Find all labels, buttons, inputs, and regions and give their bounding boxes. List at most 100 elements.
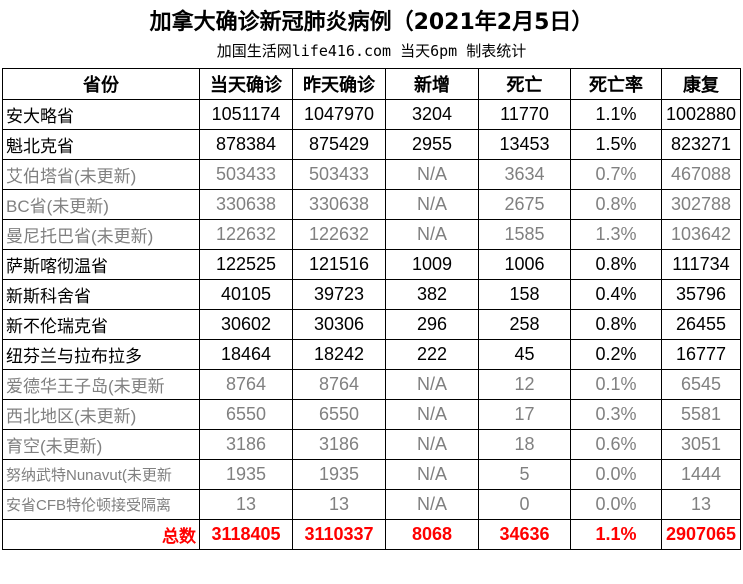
- column-header: 新增: [385, 68, 479, 100]
- row-label: 努纳武特Nunavut(未更新: [2, 459, 200, 490]
- row-label: 新不伦瑞克省: [2, 309, 200, 340]
- data-table: 省份 当天确诊 昨天确诊 新增 死亡 死亡率 康复 安大略省 1051174 1047970 32…: [2, 68, 741, 550]
- cell: 1444: [661, 459, 741, 490]
- cell: 34636: [478, 519, 571, 550]
- table-row: 艾伯塔省(未更新) 503433 503433 N/A 3634 0.7% 467088: [2, 159, 741, 190]
- cell: 3186: [292, 429, 386, 460]
- cell: 1002880: [661, 99, 741, 130]
- cell: 11770: [478, 99, 571, 130]
- cell: 0.8%: [570, 189, 662, 220]
- cell: 3110337: [292, 519, 386, 550]
- table-row: 安大略省 1051174 1047970 3204 11770 1.1% 1002880: [2, 99, 741, 130]
- cell: 122632: [292, 219, 386, 250]
- table-row: 纽芬兰与拉布拉多 18464 18242 222 45 0.2% 16777: [2, 339, 741, 370]
- cell: 18242: [292, 339, 386, 370]
- row-label: 安大略省: [2, 99, 200, 130]
- cell: 0.1%: [570, 369, 662, 400]
- cell: 13: [199, 489, 293, 520]
- cell: 296: [385, 309, 479, 340]
- cell: 5581: [661, 399, 741, 430]
- row-label: 萨斯喀彻温省: [2, 249, 200, 280]
- cell: 222: [385, 339, 479, 370]
- cell: 1585: [478, 219, 571, 250]
- column-header: 省份: [2, 68, 200, 100]
- cell: 823271: [661, 129, 741, 160]
- cell: 0.4%: [570, 279, 662, 310]
- cell: N/A: [385, 369, 479, 400]
- cell: 6545: [661, 369, 741, 400]
- cell: 103642: [661, 219, 741, 250]
- cell: 1.1%: [570, 99, 662, 130]
- column-header: 死亡: [478, 68, 571, 100]
- subtitle: 加国生活网life416.com 当天6pm 制表统计: [216, 42, 527, 60]
- cell: 0.7%: [570, 159, 662, 190]
- row-label: 西北地区(未更新): [2, 399, 200, 430]
- cell: 3634: [478, 159, 571, 190]
- cell: 0.6%: [570, 429, 662, 460]
- row-label: 爱德华王子岛(未更新: [2, 369, 200, 400]
- table-row: 新不伦瑞克省 30602 30306 296 258 0.8% 26455: [2, 309, 741, 340]
- cell: 121516: [292, 249, 386, 280]
- total-row: 总数 3118405 3110337 8068 34636 1.1% 2907065: [2, 519, 741, 550]
- cell: 330638: [199, 189, 293, 220]
- cell: N/A: [385, 159, 479, 190]
- cell: 40105: [199, 279, 293, 310]
- cell: N/A: [385, 399, 479, 430]
- cell: 2907065: [661, 519, 741, 550]
- cell: 503433: [292, 159, 386, 190]
- cell: 5: [478, 459, 571, 490]
- table-row: 努纳武特Nunavut(未更新 1935 1935 N/A 5 0.0% 1444: [2, 459, 741, 490]
- cell: N/A: [385, 489, 479, 520]
- cell: 45: [478, 339, 571, 370]
- cell: 13453: [478, 129, 571, 160]
- table-row: 新斯科舍省 40105 39723 382 158 0.4% 35796: [2, 279, 741, 310]
- table-row: 魁北克省 878384 875429 2955 13453 1.5% 823271: [2, 129, 741, 160]
- cell: 1009: [385, 249, 479, 280]
- cell: 111734: [661, 249, 741, 280]
- column-header: 昨天确诊: [292, 68, 386, 100]
- table-row: 萨斯喀彻温省 122525 121516 1009 1006 0.8% 111734: [2, 249, 741, 280]
- cell: 12: [478, 369, 571, 400]
- row-label: BC省(未更新): [2, 189, 200, 220]
- table-row: 曼尼托巴省(未更新) 122632 122632 N/A 1585 1.3% 103642: [2, 219, 741, 250]
- cell: 2675: [478, 189, 571, 220]
- cell: 467088: [661, 159, 741, 190]
- cell: 18: [478, 429, 571, 460]
- cell: 13: [661, 489, 741, 520]
- cell: 503433: [199, 159, 293, 190]
- cell: 6550: [292, 399, 386, 430]
- cell: 1.1%: [570, 519, 662, 550]
- cell: 16777: [661, 339, 741, 370]
- cell: 1006: [478, 249, 571, 280]
- cell: 1.3%: [570, 219, 662, 250]
- cell: 0.8%: [570, 249, 662, 280]
- cell: 330638: [292, 189, 386, 220]
- row-label: 新斯科舍省: [2, 279, 200, 310]
- row-label: 魁北克省: [2, 129, 200, 160]
- title: 加拿大确诊新冠肺炎病例（2021年2月5日）: [149, 10, 594, 35]
- cell: 3118405: [199, 519, 293, 550]
- row-label: 曼尼托巴省(未更新): [2, 219, 200, 250]
- cell: 8764: [292, 369, 386, 400]
- cell: N/A: [385, 189, 479, 220]
- cell: 878384: [199, 129, 293, 160]
- row-label: 安省CFB特伦顿接受隔离: [2, 489, 200, 520]
- cell: 0.8%: [570, 309, 662, 340]
- cell: 18464: [199, 339, 293, 370]
- cell: 3186: [199, 429, 293, 460]
- cell: 122525: [199, 249, 293, 280]
- cell: 1.5%: [570, 129, 662, 160]
- row-label: 纽芬兰与拉布拉多: [2, 339, 200, 370]
- table-row: 安省CFB特伦顿接受隔离 13 13 N/A 0 0.0% 13: [2, 489, 741, 520]
- cell: 6550: [199, 399, 293, 430]
- cell: 17: [478, 399, 571, 430]
- cell: 13: [292, 489, 386, 520]
- column-header: 当天确诊: [199, 68, 293, 100]
- cell: 8764: [199, 369, 293, 400]
- table-row: 西北地区(未更新) 6550 6550 N/A 17 0.3% 5581: [2, 399, 741, 430]
- cell: N/A: [385, 459, 479, 490]
- header-row: 省份 当天确诊 昨天确诊 新增 死亡 死亡率 康复: [2, 68, 741, 100]
- cell: 35796: [661, 279, 741, 310]
- cell: 0.2%: [570, 339, 662, 370]
